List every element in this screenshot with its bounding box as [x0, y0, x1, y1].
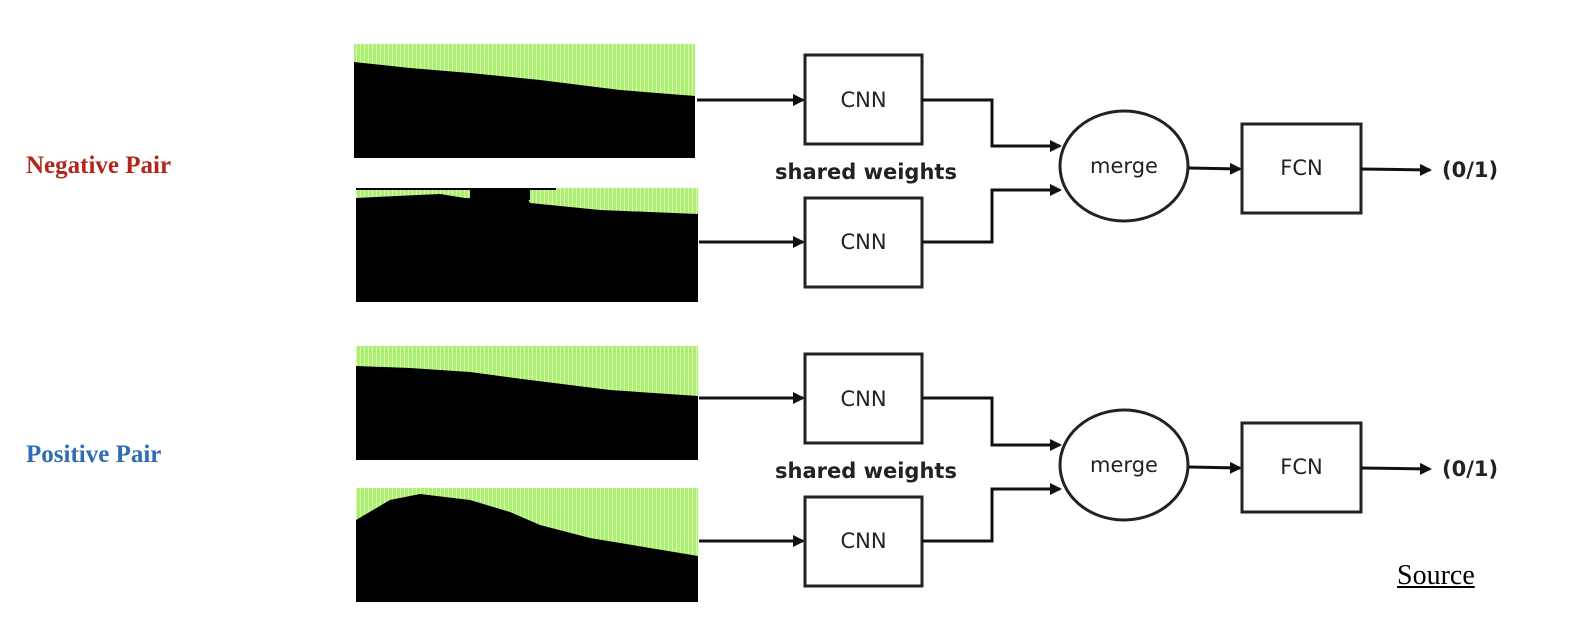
source-link[interactable]: Source: [1397, 560, 1475, 591]
shared-weights-label: shared weights: [775, 160, 957, 184]
cnn-box-positive-top: [803, 352, 924, 445]
cnn-label: CNN: [840, 230, 886, 254]
cnn-label: CNN: [840, 88, 886, 112]
fcn-box-positive: [1240, 421, 1363, 514]
negative-input-image-2: [356, 188, 698, 302]
merge-node-negative: [1058, 109, 1190, 223]
merge-label: merge: [1090, 154, 1158, 178]
cnn-box-positive-bottom: [803, 495, 924, 588]
output-label: (0/1): [1442, 158, 1498, 182]
negative-pair-label: Negative Pair: [26, 152, 172, 179]
cnn-label: CNN: [840, 387, 886, 411]
shared-weights-label: shared weights: [775, 459, 957, 483]
positive-input-image-1: [356, 346, 698, 460]
output-label: (0/1): [1442, 457, 1498, 481]
merge-label: merge: [1090, 453, 1158, 477]
merge-node-positive: [1058, 408, 1190, 522]
negative-input-image-1: [354, 44, 695, 158]
fcn-label: FCN: [1280, 455, 1322, 479]
fcn-box-negative: [1240, 122, 1363, 215]
cnn-box-negative-top: [803, 53, 924, 146]
positive-input-image-2: [356, 488, 698, 602]
positive-pair-label: Positive Pair: [26, 441, 162, 468]
cnn-label: CNN: [840, 529, 886, 553]
fcn-label: FCN: [1280, 156, 1322, 180]
